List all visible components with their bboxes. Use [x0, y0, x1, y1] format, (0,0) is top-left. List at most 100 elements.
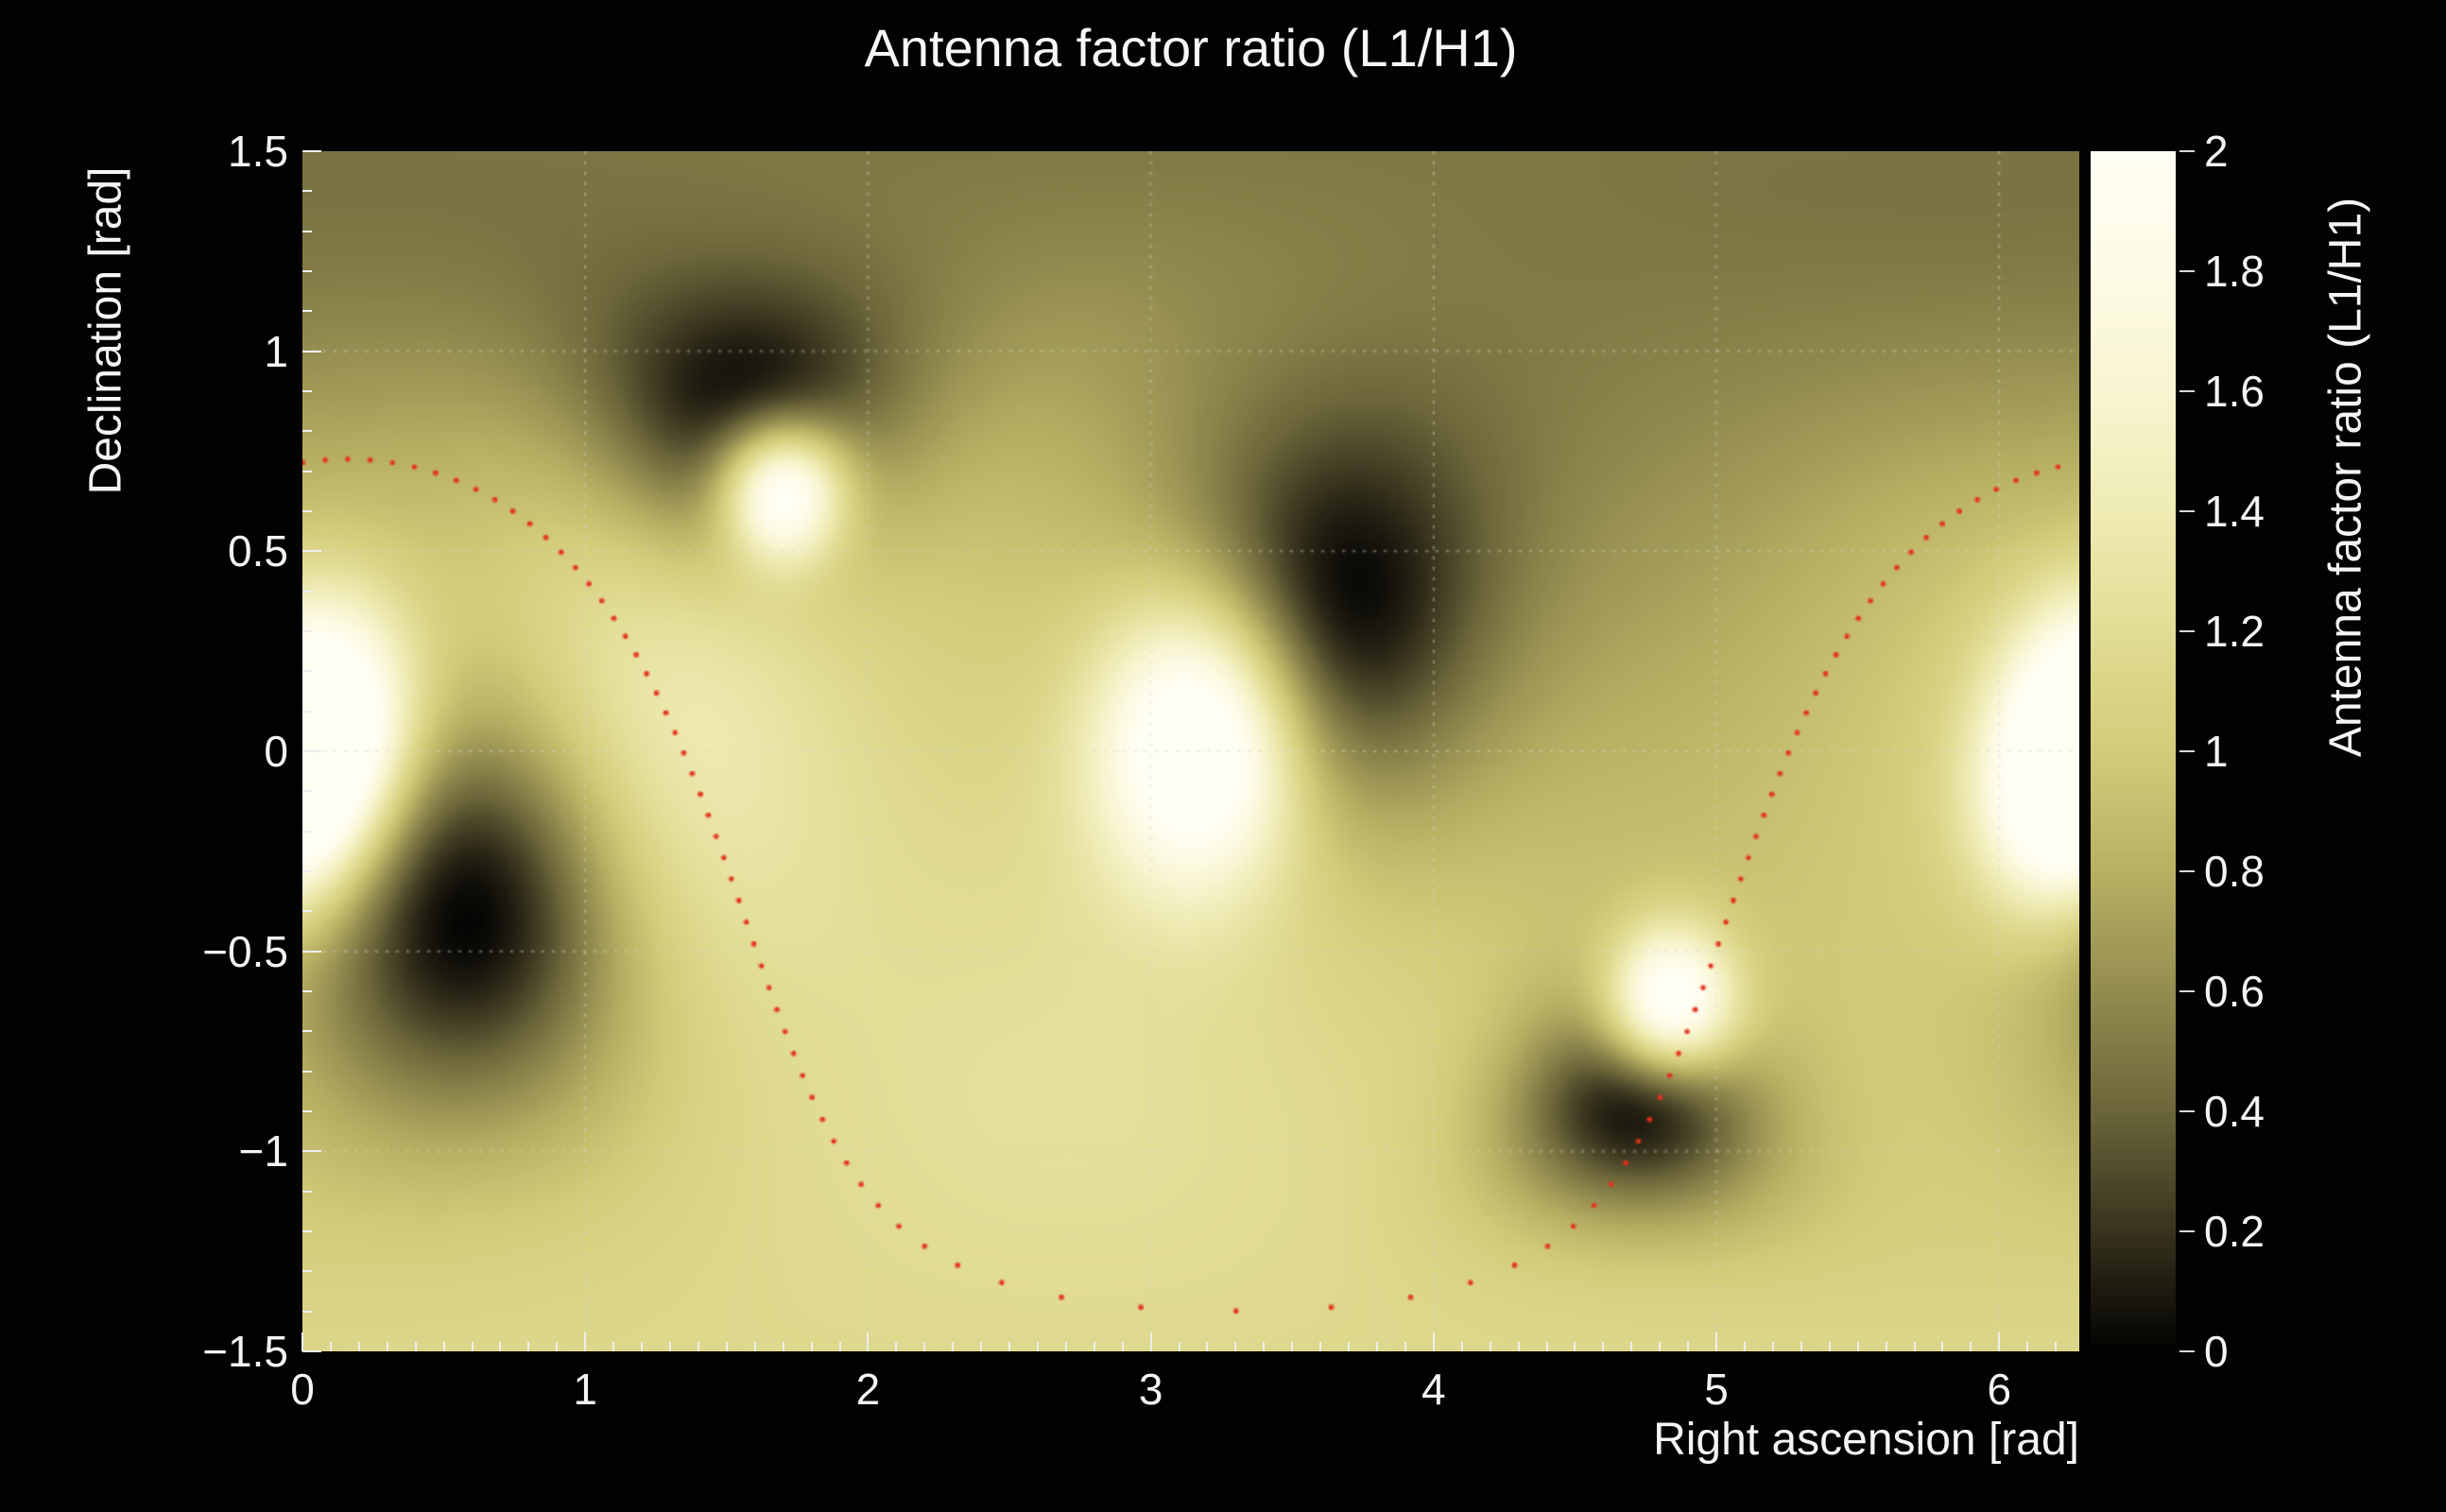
x-tick-label: 4 [1421, 1365, 1446, 1414]
x-minor-tick [1008, 1342, 1011, 1351]
x-tick-label: 1 [573, 1365, 597, 1414]
x-minor-tick [1263, 1342, 1266, 1351]
colorbar-tick [2179, 870, 2195, 872]
x-minor-tick [1913, 1342, 1916, 1351]
x-minor-tick [1800, 1342, 1802, 1351]
y-major-tick [302, 1350, 321, 1352]
x-major-tick [301, 1332, 303, 1351]
x-minor-tick [753, 1342, 756, 1351]
x-minor-tick [1687, 1342, 1690, 1351]
y-major-tick [302, 950, 321, 953]
x-minor-tick [1517, 1342, 1520, 1351]
x-minor-tick [668, 1342, 671, 1351]
x-minor-tick [1545, 1342, 1548, 1351]
y-minor-tick [302, 1030, 312, 1033]
x-minor-tick [2026, 1342, 2029, 1351]
colorbar-tick [2179, 1110, 2195, 1112]
y-minor-tick [302, 1070, 312, 1073]
colorbar-tick [2179, 750, 2195, 752]
y-minor-tick [302, 390, 312, 392]
colorbar-tick-label: 2 [2204, 127, 2229, 176]
x-minor-tick [471, 1342, 474, 1351]
x-minor-tick [612, 1342, 615, 1351]
colorbar-tick-label: 0.4 [2204, 1087, 2265, 1136]
y-minor-tick [302, 230, 312, 232]
x-minor-tick [1743, 1342, 1746, 1351]
colorbar-tick-label: 1.6 [2204, 367, 2265, 416]
x-minor-tick [895, 1342, 898, 1351]
y-major-tick [302, 550, 321, 553]
y-minor-tick [302, 1110, 312, 1112]
x-major-tick [867, 1332, 870, 1351]
x-minor-tick [1206, 1342, 1209, 1351]
y-minor-tick [302, 510, 312, 512]
colorbar-tick [2179, 1350, 2195, 1352]
x-minor-tick [386, 1342, 388, 1351]
y-minor-tick [302, 430, 312, 433]
x-minor-tick [1574, 1342, 1576, 1351]
y-minor-tick [302, 590, 312, 593]
colorbar-tick-label: 1 [2204, 727, 2229, 776]
x-axis-label: Right ascension [rad] [1653, 1415, 2079, 1465]
x-minor-tick [810, 1342, 813, 1351]
heatmap-canvas [302, 151, 2079, 1351]
y-major-tick [302, 350, 321, 352]
x-minor-tick [1489, 1342, 1491, 1351]
x-minor-tick [1121, 1342, 1124, 1351]
chart-title: Antenna factor ratio (L1/H1) [864, 18, 1518, 77]
x-minor-tick [1234, 1342, 1237, 1351]
x-minor-tick [725, 1342, 728, 1351]
y-minor-tick [302, 630, 312, 632]
x-minor-tick [1856, 1342, 1859, 1351]
x-minor-tick [1376, 1342, 1378, 1351]
x-minor-tick [499, 1342, 502, 1351]
x-minor-tick [1291, 1342, 1294, 1351]
colorbar-tick [2179, 990, 2195, 992]
y-minor-tick [302, 710, 312, 713]
x-minor-tick [782, 1342, 784, 1351]
y-minor-tick [302, 670, 312, 673]
y-minor-tick [302, 190, 312, 193]
x-minor-tick [1036, 1342, 1039, 1351]
x-minor-tick [1319, 1342, 1322, 1351]
x-minor-tick [1659, 1342, 1662, 1351]
y-minor-tick [302, 270, 312, 272]
x-minor-tick [1941, 1342, 1944, 1351]
x-minor-tick [923, 1342, 926, 1351]
y-major-tick [302, 150, 321, 152]
colorbar-tick [2179, 1230, 2195, 1232]
x-minor-tick [1064, 1342, 1067, 1351]
x-minor-tick [1348, 1342, 1351, 1351]
x-major-tick [1149, 1332, 1152, 1351]
x-minor-tick [980, 1342, 983, 1351]
x-major-tick [1998, 1332, 2001, 1351]
y-tick-label: 0 [264, 727, 288, 776]
x-minor-tick [1970, 1342, 1972, 1351]
x-tick-label: 6 [1987, 1365, 2012, 1414]
x-minor-tick [414, 1342, 417, 1351]
x-minor-tick [1178, 1342, 1180, 1351]
x-minor-tick [952, 1342, 955, 1351]
colorbar-tick [2179, 390, 2195, 392]
y-tick-label: −1 [238, 1126, 288, 1177]
y-major-tick [302, 1150, 321, 1153]
x-minor-tick [442, 1342, 445, 1351]
x-minor-tick [641, 1342, 644, 1351]
x-minor-tick [1771, 1342, 1774, 1351]
colorbar-tick-label: 0.2 [2204, 1207, 2265, 1256]
x-minor-tick [697, 1342, 699, 1351]
x-major-tick [1432, 1332, 1435, 1351]
y-minor-tick [302, 870, 312, 872]
y-minor-tick [302, 1310, 312, 1313]
x-tick-label: 0 [290, 1365, 315, 1414]
y-minor-tick [302, 1270, 312, 1273]
y-minor-tick [302, 310, 312, 313]
y-minor-tick [302, 790, 312, 793]
y-minor-tick [302, 1190, 312, 1193]
y-minor-tick [302, 830, 312, 833]
x-minor-tick [1885, 1342, 1887, 1351]
x-tick-label: 3 [1138, 1365, 1163, 1414]
x-minor-tick [556, 1342, 559, 1351]
colorbar-tick [2179, 270, 2195, 272]
